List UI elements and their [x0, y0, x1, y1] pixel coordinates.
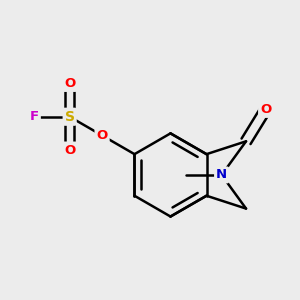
Text: S: S	[65, 110, 75, 124]
Text: O: O	[260, 103, 271, 116]
Text: O: O	[64, 77, 75, 90]
Text: O: O	[64, 143, 75, 157]
Text: N: N	[216, 168, 227, 182]
Text: F: F	[30, 110, 39, 123]
Text: O: O	[97, 129, 108, 142]
